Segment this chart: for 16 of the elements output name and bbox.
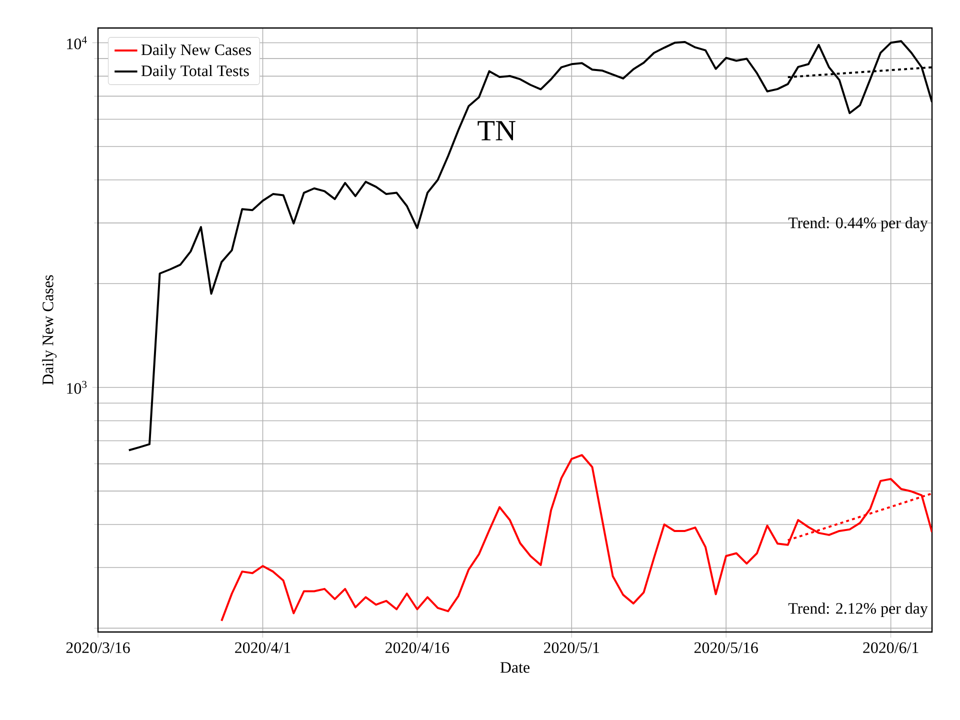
annotation: Trend: 0.44% per day xyxy=(788,217,928,232)
x-tick-label: 2020/6/1 xyxy=(863,642,918,654)
x-tick-label: 2020/5/1 xyxy=(544,642,600,654)
x-tick-label: 2020/3/16 xyxy=(66,642,130,654)
annotation: Trend: 2.12% per day xyxy=(788,602,928,618)
y-axis-title: Daily New Cases xyxy=(42,275,57,385)
legend-label: Daily Total Tests xyxy=(141,64,249,80)
y-tick-label: 10$^{4}$ xyxy=(67,36,87,50)
x-tick-label: 2020/5/16 xyxy=(694,642,758,654)
x-axis-title: Date xyxy=(500,662,530,673)
x-tick-label: 2020/4/1 xyxy=(235,642,290,654)
y-tick-label: 10$^{3}$ xyxy=(67,380,87,394)
x-tick-label: 2020/4/16 xyxy=(386,642,450,654)
legend-label: Daily New Cases xyxy=(141,44,252,58)
annotation: TN xyxy=(478,121,516,140)
line-series xyxy=(220,454,932,622)
